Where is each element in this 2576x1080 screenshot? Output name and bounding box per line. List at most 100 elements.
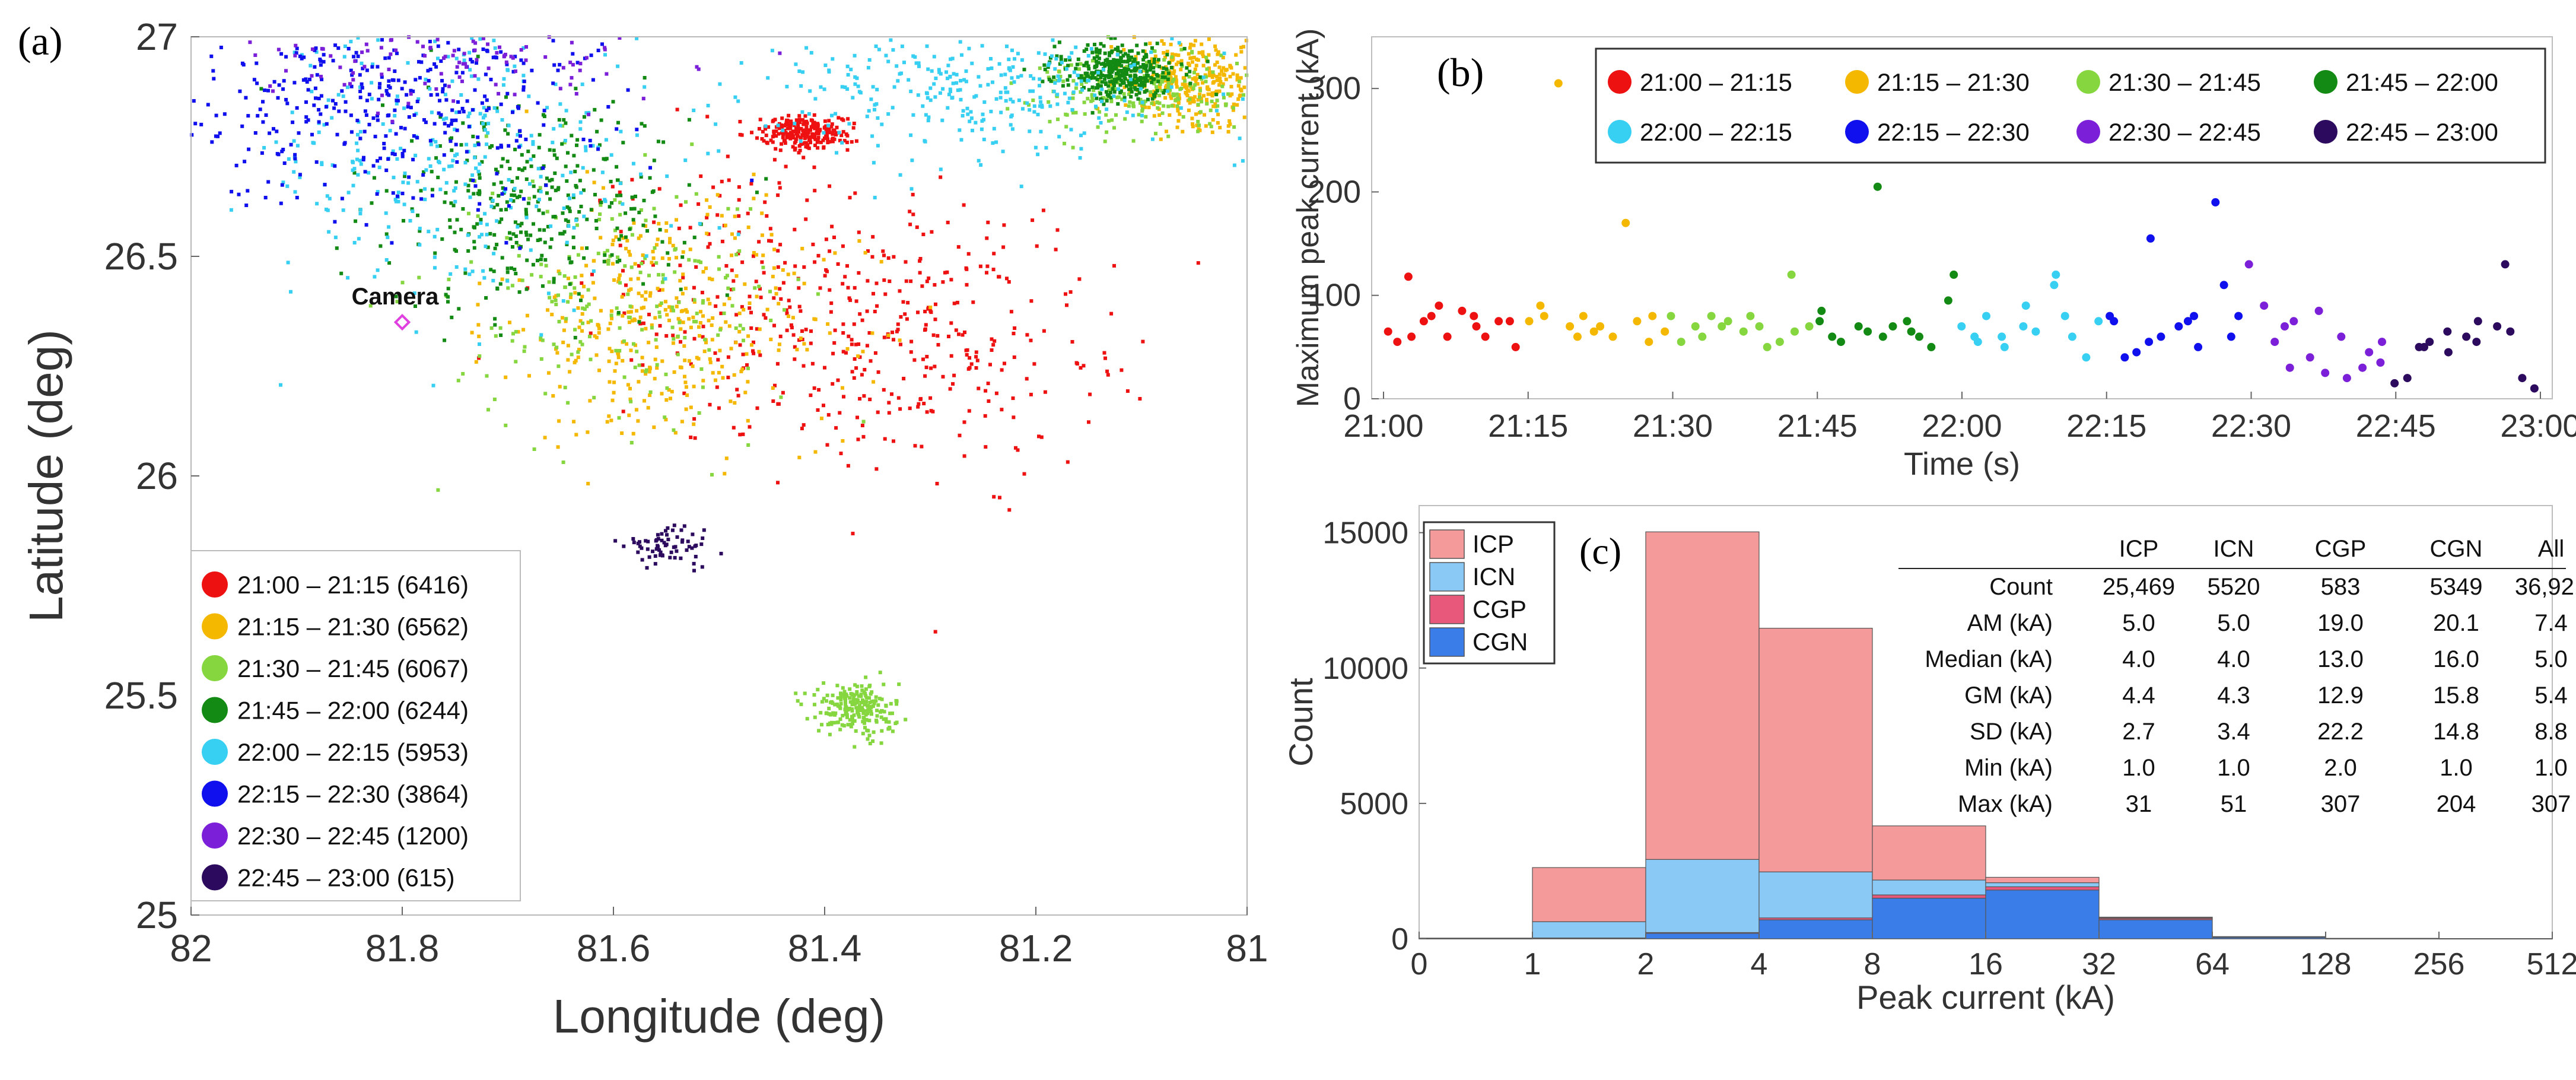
point-1-1-346 [1160, 39, 1164, 43]
point-5-0-371 [380, 38, 384, 42]
point-3-1-72 [1144, 66, 1148, 71]
point-2-2-128 [832, 720, 836, 725]
point-6-0-120 [695, 65, 699, 69]
point-2-0-42 [532, 447, 536, 451]
b-point-0-6 [1435, 301, 1443, 310]
point-1-0-14 [612, 278, 616, 282]
point-2-1-216 [1231, 106, 1235, 110]
point-1-1-148 [1122, 85, 1127, 90]
c-bar-CGN-4 [1872, 897, 1986, 939]
point-2-2-219 [855, 698, 859, 702]
point-7-0-26 [659, 550, 663, 554]
point-0-2-92 [774, 147, 778, 151]
point-1-0-264 [672, 370, 676, 374]
point-5-0-99 [304, 120, 309, 124]
point-1-0-352 [675, 296, 679, 300]
point-2-2-153 [859, 701, 863, 704]
point-4-1-137 [955, 72, 959, 77]
point-3-0-270 [575, 143, 578, 147]
point-0-1-110 [846, 463, 850, 468]
c-x-tick-label-6: 32 [2082, 947, 2116, 981]
point-1-0-147 [727, 324, 732, 328]
point-0-0-26 [785, 312, 789, 316]
point-4-0-137 [424, 168, 428, 172]
point-4-0-106 [468, 68, 472, 72]
point-0-1-1 [921, 233, 926, 236]
point-0-1-45 [912, 358, 917, 362]
point-4-0-237 [330, 116, 334, 120]
point-6-0-36 [294, 43, 298, 47]
a-legend-marker-2 [202, 655, 228, 681]
point-2-1-32 [1160, 89, 1164, 93]
point-1-0-25 [628, 320, 631, 325]
point-5-0-244 [450, 108, 454, 112]
point-0-0-24 [738, 343, 742, 347]
point-1-0-115 [577, 348, 581, 352]
point-3-0-2 [498, 220, 502, 224]
point-4-0-163 [537, 198, 541, 202]
point-3-0-176 [679, 287, 683, 291]
point-4-1-118 [736, 99, 740, 103]
point-0-0-225 [892, 338, 895, 342]
point-4-1-68 [950, 56, 955, 61]
point-7-0-61 [670, 528, 675, 532]
c-y-tick-label-3: 15000 [1322, 516, 1408, 551]
point-0-1-60 [752, 340, 755, 344]
point-3-0-104 [370, 201, 374, 205]
b-point-5-6 [2157, 332, 2165, 341]
point-0-1-204 [746, 211, 750, 215]
point-2-2-46 [884, 717, 888, 721]
point-0-1-206 [961, 333, 965, 337]
point-5-0-363 [393, 69, 397, 73]
point-0-1-95 [1106, 373, 1110, 377]
point-1-0-35 [704, 341, 708, 345]
point-3-1-49 [1090, 50, 1095, 55]
point-0-0-132 [823, 366, 826, 370]
point-4-1-93 [965, 106, 969, 110]
point-5-0-311 [409, 88, 413, 93]
point-2-2-44 [828, 732, 832, 736]
point-4-1-65 [1028, 108, 1032, 112]
point-0-1-74 [920, 444, 924, 449]
point-0-1-145 [804, 328, 808, 332]
point-0-1-103 [1005, 277, 1009, 281]
point-0-0-206 [757, 240, 761, 244]
point-2-2-117 [848, 687, 852, 691]
point-5-0-5 [473, 88, 477, 92]
point-4-1-182 [946, 63, 950, 68]
c-legend-label-3: CGN [1473, 628, 1528, 656]
point-4-0-35 [326, 98, 330, 102]
point-2-0-140 [648, 390, 653, 394]
point-0-1-170 [841, 282, 845, 286]
point-4-0-20 [478, 162, 482, 166]
point-3-0-275 [565, 179, 569, 183]
point-2-1-154 [1057, 69, 1061, 74]
point-4-1-275 [969, 110, 973, 114]
point-3-0-144 [572, 154, 576, 158]
point-3-0-101 [641, 223, 645, 227]
point-2-1-104 [1106, 119, 1111, 123]
point-2-2-183 [865, 710, 869, 714]
point-3-1-276 [1117, 75, 1121, 79]
point-3-1-20 [1085, 47, 1089, 51]
point-0-1-140 [993, 339, 997, 343]
point-1-0-251 [705, 212, 710, 217]
point-0-0-211 [749, 182, 753, 186]
point-1-1-252 [1194, 57, 1198, 61]
point-0-0-191 [719, 312, 723, 316]
point-3-1-286 [1136, 51, 1140, 55]
b-point-4-11 [2060, 312, 2069, 320]
point-4-0-194 [309, 63, 313, 68]
point-1-1-319 [1178, 112, 1182, 116]
point-1-0-324 [610, 243, 615, 246]
point-1-1-97 [1242, 85, 1246, 90]
point-3-0-108 [523, 166, 527, 170]
point-0-1-31 [949, 354, 953, 358]
point-0-2-224 [810, 135, 813, 139]
b-point-3-7 [1878, 332, 1887, 341]
point-5-0-129 [332, 106, 336, 110]
table-cell-4-0: SD (kA) [1970, 719, 2053, 745]
point-1-0-12 [734, 341, 738, 345]
point-5-0-100 [214, 113, 218, 117]
